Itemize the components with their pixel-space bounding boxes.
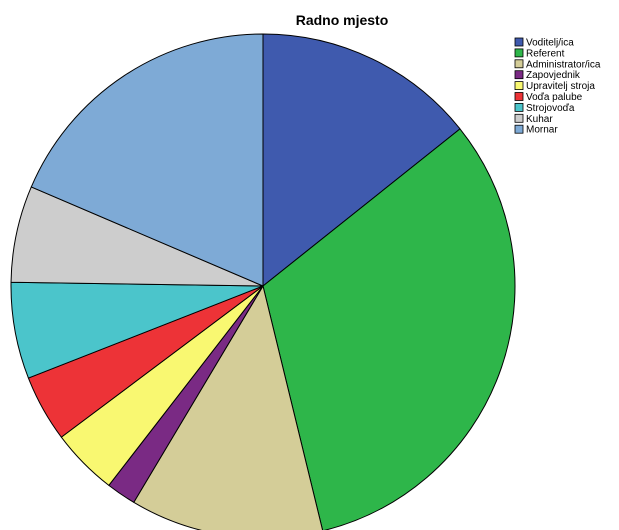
legend-label-7: Kuhar	[526, 114, 553, 125]
pie-slice-8	[30, 33, 264, 287]
legend-swatch-7	[514, 113, 524, 123]
pie-slices	[10, 33, 516, 530]
legend-swatch-6	[514, 103, 524, 112]
legend-label-5: Voďa palube	[526, 92, 583, 103]
legend-swatch-1	[514, 48, 524, 58]
legend-swatch-5	[514, 92, 524, 101]
legend-swatch-2	[514, 59, 524, 69]
pie-slice-1	[262, 128, 516, 530]
legend-swatch-0	[514, 37, 524, 47]
pie-slice-2	[133, 285, 324, 530]
chart-title: Radno mjesto	[296, 12, 389, 28]
legend: Voditelj/icaReferentAdministrator/icaZap…	[514, 37, 601, 136]
legend-label-3: Zapovjednik	[526, 70, 581, 81]
pie-slice-0	[262, 33, 461, 287]
legend-label-0: Voditelj/ica	[526, 38, 574, 49]
legend-swatch-4	[514, 81, 524, 90]
legend-swatch-8	[514, 124, 524, 134]
legend-label-4: Upravitelj stroja	[526, 81, 595, 92]
legend-label-1: Referent	[526, 48, 565, 59]
legend-swatch-3	[514, 70, 524, 80]
legend-label-8: Mornar	[526, 125, 558, 136]
legend-label-6: Strojovoďa	[526, 103, 575, 114]
legend-label-2: Administrator/ica	[526, 59, 601, 70]
